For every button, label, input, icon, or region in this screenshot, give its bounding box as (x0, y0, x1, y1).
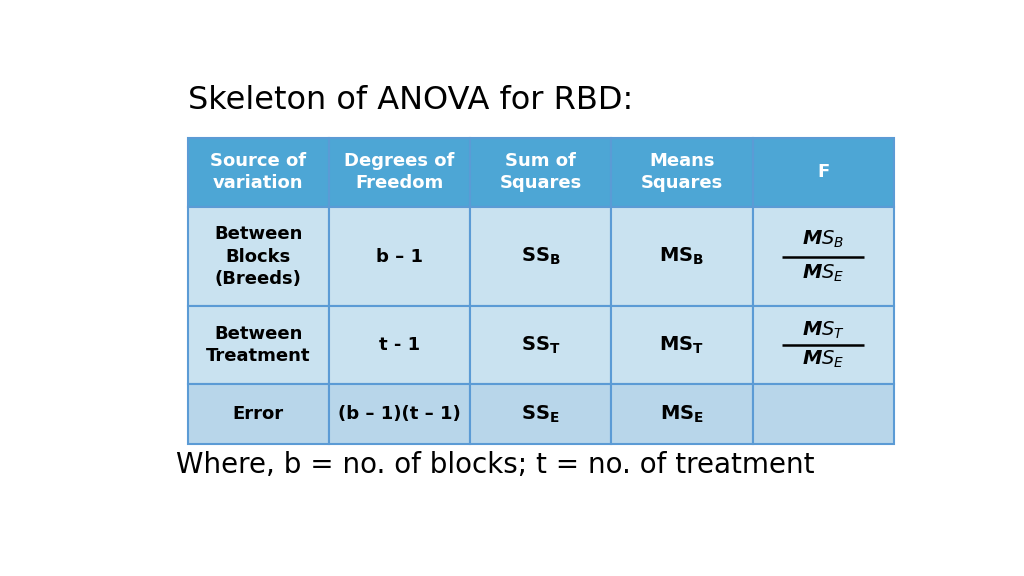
Text: Means
Squares: Means Squares (641, 152, 723, 192)
Bar (470, 306, 611, 384)
Text: $\mathbf{SS}_\mathbf{E}$: $\mathbf{SS}_\mathbf{E}$ (521, 403, 560, 425)
Bar (187, 384, 329, 444)
Bar (470, 138, 611, 207)
Text: $\mathbf{MS}_\mathbf{E}$: $\mathbf{MS}_\mathbf{E}$ (659, 403, 703, 425)
Text: $\mathbf{SS}_\mathbf{B}$: $\mathbf{SS}_\mathbf{B}$ (521, 246, 560, 267)
Text: b – 1: b – 1 (376, 248, 423, 266)
Text: Between
Treatment: Between Treatment (206, 325, 310, 365)
Text: Between
Blocks
(Breeds): Between Blocks (Breeds) (214, 225, 302, 287)
Text: Degrees of
Freedom: Degrees of Freedom (344, 152, 455, 192)
Bar (753, 384, 894, 444)
Bar (470, 384, 611, 444)
Bar (329, 306, 470, 384)
Text: $\boldsymbol{MS_T}$: $\boldsymbol{MS_T}$ (802, 320, 845, 341)
Bar (329, 138, 470, 207)
Text: t - 1: t - 1 (379, 336, 420, 354)
Bar (329, 207, 470, 306)
Bar (611, 384, 753, 444)
Bar (611, 207, 753, 306)
Bar (753, 138, 894, 207)
Text: Skeleton of ANOVA for RBD:: Skeleton of ANOVA for RBD: (187, 85, 633, 116)
Bar (187, 306, 329, 384)
Text: Where, b = no. of blocks; t = no. of treatment: Where, b = no. of blocks; t = no. of tre… (176, 452, 814, 479)
Text: (b – 1)(t – 1): (b – 1)(t – 1) (338, 405, 461, 423)
Text: Source of
variation: Source of variation (210, 152, 306, 192)
Bar (187, 138, 329, 207)
Text: $\mathbf{MS}_\mathbf{T}$: $\mathbf{MS}_\mathbf{T}$ (659, 335, 705, 356)
Text: Sum of
Squares: Sum of Squares (500, 152, 582, 192)
Text: $\mathbf{MS}_\mathbf{B}$: $\mathbf{MS}_\mathbf{B}$ (659, 246, 705, 267)
Bar (470, 207, 611, 306)
Bar (329, 384, 470, 444)
Bar (611, 306, 753, 384)
Bar (611, 138, 753, 207)
Text: $\mathbf{SS}_\mathbf{T}$: $\mathbf{SS}_\mathbf{T}$ (521, 335, 560, 356)
Text: Error: Error (232, 405, 284, 423)
Bar (187, 207, 329, 306)
Text: $\boldsymbol{MS_B}$: $\boldsymbol{MS_B}$ (802, 229, 845, 251)
Bar (753, 207, 894, 306)
Text: $\boldsymbol{MS_E}$: $\boldsymbol{MS_E}$ (802, 263, 845, 284)
Bar (753, 306, 894, 384)
Text: F: F (817, 163, 829, 181)
Text: $\boldsymbol{MS_E}$: $\boldsymbol{MS_E}$ (802, 349, 845, 370)
